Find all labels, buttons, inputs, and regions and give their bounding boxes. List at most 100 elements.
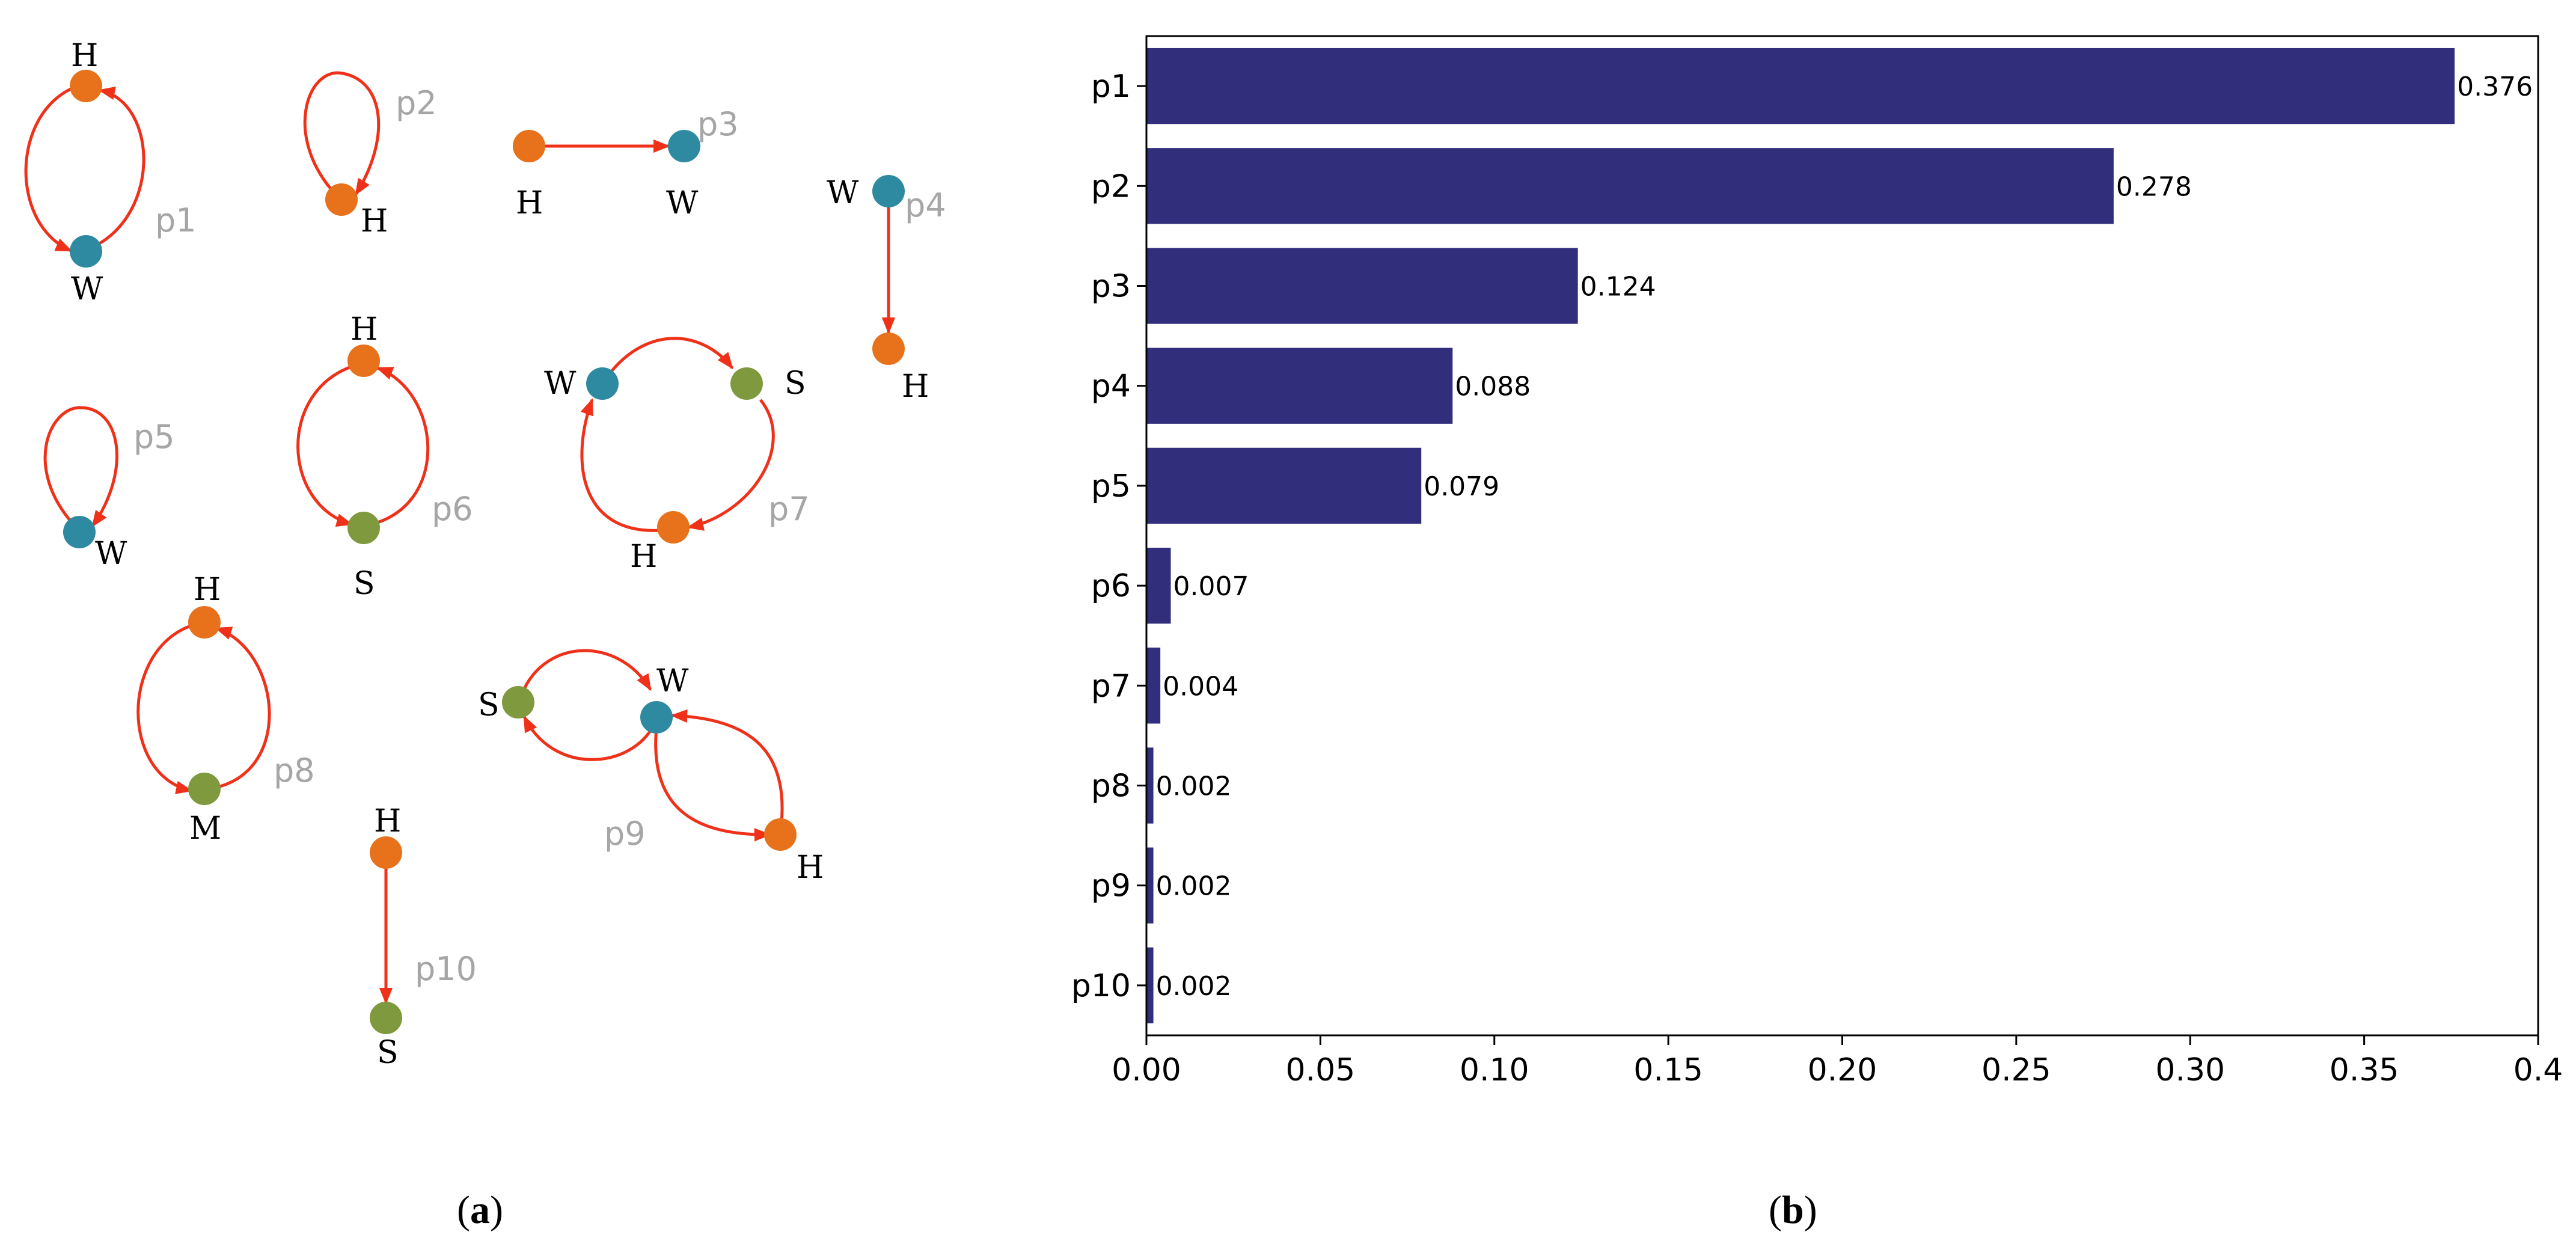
node-label: S [377, 1035, 399, 1071]
pattern-label-p10: p10 [415, 950, 477, 988]
node-label: W [95, 536, 127, 572]
value-label-p1: 0.376 [2457, 72, 2533, 102]
bar-p8 [1146, 747, 1154, 824]
node-label: H [71, 38, 98, 74]
node-label: H [902, 369, 929, 405]
node-label: W [71, 271, 103, 307]
y-tick-label-p1: p1 [1091, 69, 1131, 105]
bar-chart-panel: 0.376 p1 0.278 p2 0.124 p3 0.088 p4 0.079 p5 0.007… [1022, 0, 2576, 1142]
bar-p10 [1146, 947, 1154, 1024]
pattern-graphs-panel: H W H H W W H W H S W S H H M S W H H S … [0, 0, 1118, 1247]
value-label-p4: 0.088 [1455, 372, 1531, 402]
node-w [872, 175, 905, 207]
x-tick-label: 0.00 [1112, 1052, 1181, 1088]
plot-frame [1145, 35, 2539, 1037]
node-h [872, 332, 905, 365]
edge [522, 715, 656, 761]
bar-p9 [1146, 847, 1154, 924]
y-tick-label-p8: p8 [1091, 768, 1131, 804]
bar-p2 [1146, 148, 2114, 224]
y-tick-label-p6: p6 [1091, 568, 1131, 604]
node-label: H [797, 850, 824, 886]
bar-p3 [1146, 248, 1578, 324]
bar-chart: 0.376 p1 0.278 p2 0.124 p3 0.088 p4 0.079 p5 0.007… [1071, 35, 2563, 1088]
edge [303, 71, 381, 197]
x-tick-label: 0.30 [2155, 1052, 2225, 1088]
node-h [657, 511, 690, 544]
node-label: H [374, 803, 401, 839]
value-label-p8: 0.002 [1156, 771, 1232, 802]
edge [580, 398, 662, 532]
node-h [370, 836, 402, 869]
node-s [370, 1002, 402, 1034]
bar-p5 [1146, 447, 1422, 524]
node-label: S [785, 366, 806, 402]
node-label: W [666, 185, 699, 221]
edge [670, 709, 784, 823]
pattern-label-p3: p3 [697, 105, 739, 143]
node-h [513, 130, 545, 162]
node-label: W [544, 366, 577, 402]
node-label: H [350, 311, 378, 348]
value-label-p5: 0.079 [1424, 471, 1499, 502]
bar-p4 [1146, 348, 1453, 424]
x-tick-label: 0.20 [1808, 1052, 1877, 1088]
pattern-label-p5: p5 [133, 418, 175, 456]
edge [43, 406, 118, 528]
edge [84, 87, 145, 253]
edge [609, 337, 733, 374]
caption-a: (a) [457, 1188, 503, 1232]
pattern-label-p8: p8 [274, 752, 315, 789]
pattern-label-p9: p9 [604, 815, 646, 853]
node-w [63, 516, 96, 548]
y-tick-label-p9: p9 [1091, 868, 1131, 904]
value-label-p2: 0.278 [2116, 171, 2192, 202]
caption-b: (b) [1769, 1188, 1817, 1232]
node-label: H [516, 185, 543, 221]
pattern-label-p1: p1 [155, 201, 197, 239]
value-label-p9: 0.002 [1156, 871, 1232, 902]
edge [215, 627, 271, 789]
node-m [188, 773, 221, 805]
y-tick-label-p4: p4 [1091, 369, 1131, 405]
edge [296, 364, 355, 527]
y-tick-label-p5: p5 [1091, 468, 1131, 504]
x-tick-label: 0.35 [2330, 1052, 2399, 1088]
node-label: S [353, 566, 375, 602]
pattern-graphs: H W H H W W H W H S W S H H M S W H H S … [24, 38, 946, 1071]
bar-p1 [1146, 47, 2455, 124]
node-s [347, 512, 380, 544]
node-s [730, 367, 763, 400]
node-w [586, 367, 619, 400]
x-tick-label: 0.25 [1981, 1052, 2051, 1088]
caption-a-letter: a [470, 1188, 490, 1232]
x-tick-label: 0.4 [2513, 1052, 2563, 1088]
value-label-p3: 0.124 [1580, 272, 1656, 302]
edge [136, 623, 193, 794]
value-label-p10: 0.002 [1156, 971, 1232, 1002]
node-w [668, 130, 700, 162]
node-label: H [630, 539, 657, 575]
y-tick-label-p10: p10 [1071, 968, 1131, 1004]
bar-p7 [1146, 648, 1161, 724]
value-label-p7: 0.004 [1163, 671, 1238, 702]
node-h [70, 70, 102, 102]
node-label: H [361, 203, 388, 239]
pattern-label-p4: p4 [905, 186, 946, 224]
node-label: M [189, 810, 221, 847]
y-tick-label-p3: p3 [1091, 269, 1131, 305]
value-label-p6: 0.007 [1173, 571, 1249, 602]
pattern-label-p2: p2 [396, 84, 437, 122]
node-h [347, 345, 380, 377]
node-w [640, 701, 673, 734]
edge [654, 727, 771, 842]
node-label: S [478, 687, 500, 723]
x-tick-label: 0.05 [1285, 1052, 1355, 1088]
pattern-label-p6: p6 [432, 490, 473, 528]
caption-b-letter: b [1781, 1188, 1804, 1232]
edge [375, 366, 430, 525]
pattern-label-p7: p7 [768, 490, 810, 528]
edge [687, 399, 775, 531]
node-s [502, 686, 534, 718]
node-h [325, 183, 358, 216]
